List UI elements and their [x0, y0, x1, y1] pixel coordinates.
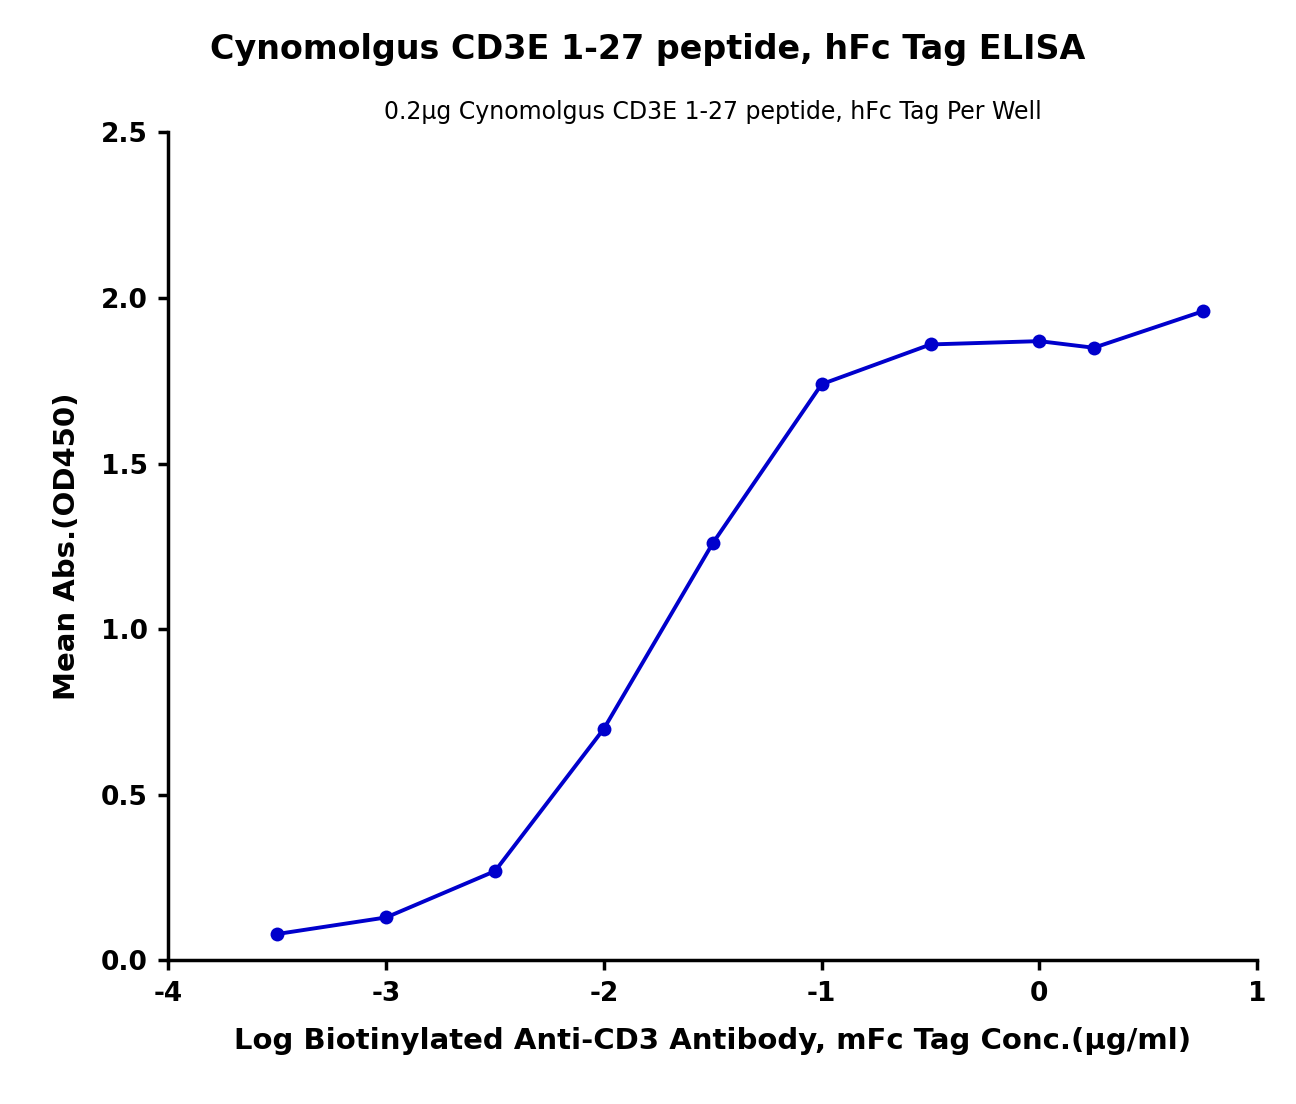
Point	[485, 862, 505, 880]
Point	[811, 375, 832, 393]
Point	[1083, 339, 1104, 357]
Point	[702, 534, 723, 552]
Text: Cynomolgus CD3E 1-27 peptide, hFc Tag ELISA: Cynomolgus CD3E 1-27 peptide, hFc Tag EL…	[210, 33, 1086, 66]
Y-axis label: Mean Abs.(OD450): Mean Abs.(OD450)	[53, 393, 82, 700]
X-axis label: Log Biotinylated Anti-CD3 Antibody, mFc Tag Conc.(μg/ml): Log Biotinylated Anti-CD3 Antibody, mFc …	[235, 1027, 1191, 1054]
Point	[376, 909, 397, 926]
Title: 0.2μg Cynomolgus CD3E 1-27 peptide, hFc Tag Per Well: 0.2μg Cynomolgus CD3E 1-27 peptide, hFc …	[384, 99, 1042, 124]
Point	[1029, 332, 1050, 350]
Point	[1192, 302, 1213, 320]
Point	[594, 720, 614, 737]
Point	[267, 925, 288, 943]
Point	[920, 336, 941, 353]
